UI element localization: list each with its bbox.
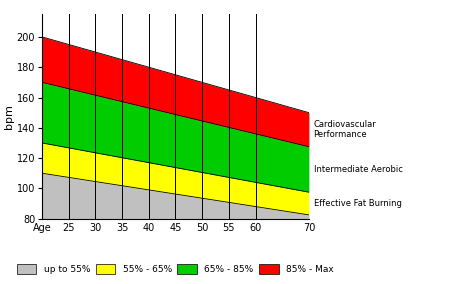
Text: Effective Fat Burning: Effective Fat Burning: [314, 199, 402, 208]
Text: Intermediate Aerobic: Intermediate Aerobic: [314, 165, 402, 174]
Y-axis label: bpm: bpm: [4, 104, 14, 129]
Text: Cardiovascular
Performance: Cardiovascular Performance: [314, 120, 376, 139]
Legend: up to 55%, 55% - 65%, 65% - 85%, 85% - Max: up to 55%, 55% - 65%, 65% - 85%, 85% - M…: [14, 261, 336, 277]
